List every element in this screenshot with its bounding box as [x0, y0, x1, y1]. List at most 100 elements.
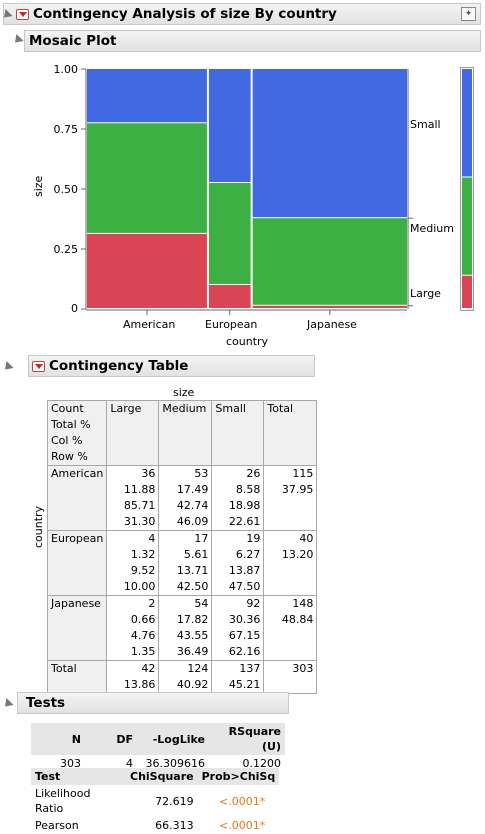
column-header: Total — [263, 400, 318, 466]
cell-value: 67.15 — [228, 629, 261, 642]
prob-value: <.0001* — [219, 794, 266, 808]
cell-value: 92 — [246, 597, 261, 610]
ctable-menu-icon[interactable] — [32, 360, 45, 372]
ytick-075: 0.75 — [53, 123, 79, 136]
column-header: Small — [211, 400, 265, 466]
row-total-cell: 148 48.84 — [263, 595, 318, 661]
cell-value: 45.21 — [228, 678, 261, 691]
table-row: American 36 11.88 85.71 31.30 53 17.49 42.74 46.… — [46, 465, 318, 531]
xtick-american: American — [123, 318, 176, 331]
margin-bar-frame — [460, 67, 474, 311]
red-triangle-menu-icon[interactable] — [16, 8, 29, 20]
report-header: Contingency Analysis of size By country … — [0, 3, 481, 25]
mosaic-header: Mosaic Plot — [24, 30, 481, 52]
ytick-1: 1.00 — [53, 63, 79, 76]
ytick-0: 0 — [71, 302, 78, 315]
mosaic-disclosure-icon[interactable] — [11, 33, 24, 47]
val-loglike: 36.309616 — [145, 757, 206, 770]
table-cell: 36 11.88 85.71 31.30 — [106, 465, 160, 531]
legend-small: Small — [410, 118, 441, 131]
cell-value: 13.20 — [281, 548, 314, 561]
table-cell: 42 13.86 — [106, 660, 160, 694]
stats-label-cell: Count Total % Col % Row % — [46, 400, 108, 466]
legend-medium: Medium — [410, 222, 454, 235]
mosaic-plot[interactable]: 1.00 0.75 0.50 0.25 0 size American Euro… — [0, 55, 485, 355]
col-df: DF — [85, 723, 137, 755]
ctable-title: Contingency Table — [49, 358, 189, 374]
col-n: N — [31, 723, 85, 755]
row-header: European — [46, 530, 108, 596]
tests-disclosure-icon[interactable] — [1, 697, 14, 711]
mosaic-cell-american-small — [87, 69, 207, 123]
cell-value: 2 — [148, 597, 156, 610]
cell-value: 148 — [292, 597, 314, 610]
table-cell: 2 0.66 4.76 1.35 — [106, 595, 160, 661]
cell-value: 4.76 — [130, 629, 156, 642]
report-title: Contingency Analysis of size By country — [33, 6, 337, 22]
cell-value: 43.55 — [176, 629, 209, 642]
mosaic-cell-japanese-small — [252, 69, 407, 218]
cell-value: 42.50 — [176, 580, 209, 593]
cell-value: 26 — [246, 467, 261, 480]
tests-summary-table: N DF -LogLike RSquare (U) 303 4 36.30961… — [31, 723, 285, 772]
cell-value: 85.71 — [123, 499, 156, 512]
cell-value: 36.49 — [176, 645, 209, 658]
cell-value: 40.92 — [176, 678, 209, 691]
mosaic-cell-japanese-large — [252, 305, 407, 308]
stats-label: Row % — [51, 450, 88, 463]
column-header: Medium — [158, 400, 213, 466]
cell-value: 4 — [148, 532, 156, 545]
grand-total-cell: 303 — [263, 660, 318, 694]
xtick-european: European — [205, 318, 258, 331]
table-row: European 4 1.32 9.52 10.00 17 5.61 13.71 42.50 19… — [46, 530, 318, 596]
row-total-cell: 40 13.20 — [263, 530, 318, 596]
table-cell: 4 1.32 9.52 10.00 — [106, 530, 160, 596]
cell-value: 48.84 — [281, 613, 314, 626]
column-header: Large — [106, 400, 160, 466]
cell-value: 18.98 — [228, 499, 261, 512]
chisquare-table: Test ChiSquare Prob>ChiSq Likelihood Rat… — [31, 768, 280, 834]
tests-title: Tests — [26, 695, 66, 711]
cell-value: 11.88 — [123, 483, 156, 496]
cell-value: 0.66 — [130, 613, 156, 626]
margin-bar-medium — [462, 177, 472, 275]
cell-value: 30.36 — [228, 613, 261, 626]
mosaic-cell-european-small — [208, 69, 251, 182]
ctable-disclosure-icon[interactable] — [1, 360, 14, 374]
mosaic-svg — [81, 67, 474, 315]
cell-value: 37.95 — [281, 483, 314, 496]
legend-large: Large — [410, 287, 441, 300]
pin-icon[interactable]: ✦ — [461, 7, 476, 21]
cell-value: 13.86 — [123, 678, 156, 691]
mosaic-cell-european-medium — [208, 183, 251, 284]
table-cell: 17 5.61 13.71 42.50 — [158, 530, 213, 596]
col-chisquare: ChiSquare — [126, 768, 198, 785]
table-cell: 53 17.49 42.74 46.09 — [158, 465, 213, 531]
disclosure-triangle-icon[interactable] — [0, 8, 13, 22]
cell-value: 137 — [239, 662, 261, 675]
stats-label: Col % — [51, 434, 83, 447]
table-cell: 92 30.36 67.15 62.16 — [211, 595, 265, 661]
cell-value: 1.35 — [130, 645, 156, 658]
cell-value: 13.87 — [228, 564, 261, 577]
table-cell: 124 40.92 — [158, 660, 213, 694]
mosaic-title: Mosaic Plot — [29, 33, 117, 49]
table-cell: 26 8.58 18.98 22.61 — [211, 465, 265, 531]
cell-value: 42 — [141, 662, 156, 675]
xtick-japanese: Japanese — [307, 318, 357, 331]
cell-value: 10.00 — [123, 580, 156, 593]
val-df: 4 — [126, 757, 133, 770]
cell-value: 54 — [194, 597, 209, 610]
col-var-label: size — [173, 386, 195, 399]
cell-value: 115 — [292, 467, 314, 480]
col-prob: Prob>ChiSq — [197, 768, 280, 785]
cell-value: 19 — [246, 532, 261, 545]
cell-value: 17.49 — [176, 483, 209, 496]
mosaic-cell-american-medium — [87, 123, 207, 233]
x-axis-label: country — [226, 335, 269, 348]
stats-label: Total % — [51, 418, 91, 431]
table-row: Japanese 2 0.66 4.76 1.35 54 17.82 43.55 36.49 92… — [46, 595, 318, 661]
row-header: Total — [46, 660, 108, 694]
ytick-025: 0.25 — [53, 243, 79, 256]
cell-value: 5.61 — [183, 548, 209, 561]
